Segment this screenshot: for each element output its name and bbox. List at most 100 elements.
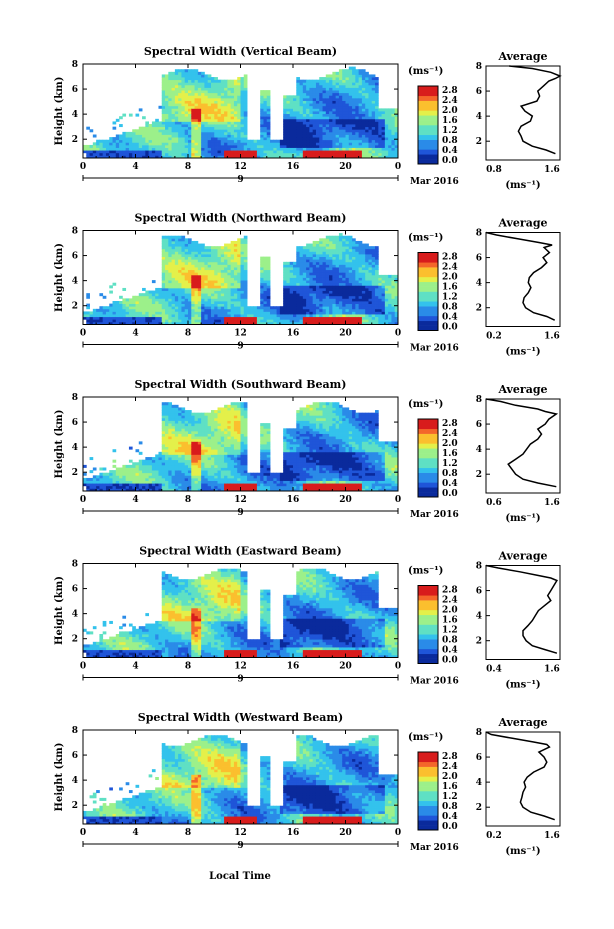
heatmap-cell <box>161 87 166 91</box>
heatmap-cell <box>184 274 189 278</box>
heatmap-cell <box>230 111 235 115</box>
heatmap-cell <box>243 264 248 268</box>
heatmap-cell <box>158 316 163 320</box>
heatmap-cell <box>161 238 166 242</box>
heatmap-cell <box>312 311 317 315</box>
heatmap-cell <box>309 108 314 112</box>
heatmap-cell <box>361 111 366 115</box>
heatmap-cell <box>352 69 356 73</box>
heatmap-cell <box>142 472 146 476</box>
heatmap-cell <box>161 254 166 258</box>
heatmap-cell <box>247 314 251 318</box>
heatmap-cell <box>191 103 195 107</box>
heatmap-cell <box>128 316 133 320</box>
heatmap-cell <box>86 485 90 489</box>
heatmap-cell <box>375 261 379 265</box>
heatmap-cell <box>99 319 104 323</box>
heatmap-cell <box>283 103 287 107</box>
heatmap-cell <box>148 150 153 154</box>
heatmap-cell <box>109 475 113 479</box>
heatmap-cell <box>132 139 136 143</box>
heatmap-cell <box>342 287 346 291</box>
heatmap-cell <box>375 287 379 291</box>
heatmap-cell <box>128 155 133 159</box>
heatmap-cell <box>165 131 169 135</box>
heatmap-cell <box>191 77 195 81</box>
heatmap-cell <box>204 259 209 263</box>
heatmap-cell <box>335 116 340 120</box>
heatmap-cell <box>125 472 130 476</box>
heatmap-cell <box>319 113 323 117</box>
heatmap-cell <box>312 308 317 312</box>
heatmap-cell <box>178 282 182 286</box>
heatmap-cell <box>194 155 199 159</box>
heatmap-cell <box>266 129 271 133</box>
heatmap-cell <box>174 90 179 94</box>
heatmap-cell <box>371 103 376 107</box>
heatmap-cell <box>388 308 392 312</box>
heatmap-cell <box>365 301 369 305</box>
heatmap-cell <box>214 116 218 120</box>
heatmap-cell <box>345 79 350 83</box>
heatmap-cell <box>165 410 169 414</box>
heatmap-cell <box>286 155 291 159</box>
heatmap-cell <box>348 269 353 273</box>
heatmap-cell <box>161 256 166 260</box>
heatmap-cell <box>184 298 189 302</box>
heatmap-cell <box>345 97 350 101</box>
heatmap-cell <box>338 152 343 156</box>
heatmap-cell <box>368 121 373 125</box>
heatmap-cell <box>194 116 199 120</box>
heatmap-cell <box>299 254 304 258</box>
heatmap-cell <box>148 457 153 461</box>
heatmap-cell <box>263 301 268 305</box>
heatmap-cell <box>371 152 376 156</box>
heatmap-cell <box>283 108 287 112</box>
heatmap-cell <box>384 155 389 159</box>
heatmap-cell <box>197 82 202 86</box>
heatmap-cell <box>204 282 209 286</box>
heatmap-cell <box>217 139 222 143</box>
heatmap-cell <box>233 308 238 312</box>
heatmap-cell <box>217 116 222 120</box>
heatmap-cell <box>171 95 176 99</box>
heatmap-cell <box>201 142 205 146</box>
heatmap-cell <box>332 144 337 148</box>
heatmap-cell <box>325 264 330 268</box>
heatmap-cell <box>309 124 314 128</box>
heatmap-cell <box>237 277 241 281</box>
heatmap-cell <box>256 152 261 156</box>
heatmap-cell <box>132 321 136 325</box>
heatmap-cell <box>237 134 241 138</box>
heatmap-cell <box>148 477 153 481</box>
heatmap-cell <box>181 256 186 260</box>
heatmap-cell <box>194 131 199 135</box>
heatmap-cell <box>299 131 304 135</box>
heatmap-cell <box>358 134 363 138</box>
heatmap-cell <box>266 108 271 112</box>
heatmap-cell <box>220 306 225 310</box>
heatmap-cell <box>266 282 271 286</box>
heatmap-cell <box>119 306 123 310</box>
heatmap-cell <box>112 477 117 481</box>
heatmap-cell <box>204 152 209 156</box>
heatmap-cell <box>115 480 120 484</box>
heatmap-cell <box>322 129 327 133</box>
heatmap-cell <box>201 254 205 258</box>
heatmap-cell <box>243 321 248 325</box>
heatmap-cell <box>135 142 140 146</box>
heatmap-cell <box>345 314 350 318</box>
heatmap-cell <box>224 269 228 273</box>
heatmap-cell <box>155 488 159 492</box>
heatmap-cell <box>378 282 382 286</box>
heatmap-cell <box>355 118 360 122</box>
heatmap-cell <box>302 272 307 276</box>
heatmap-cell <box>342 152 346 156</box>
heatmap-cell <box>181 116 186 120</box>
heatmap-cell <box>381 150 386 154</box>
heatmap-cell <box>299 295 304 299</box>
heatmap-cell <box>168 438 172 442</box>
heatmap-cell <box>319 274 323 278</box>
heatmap-cell <box>142 129 146 133</box>
heatmap-cell <box>161 277 166 281</box>
